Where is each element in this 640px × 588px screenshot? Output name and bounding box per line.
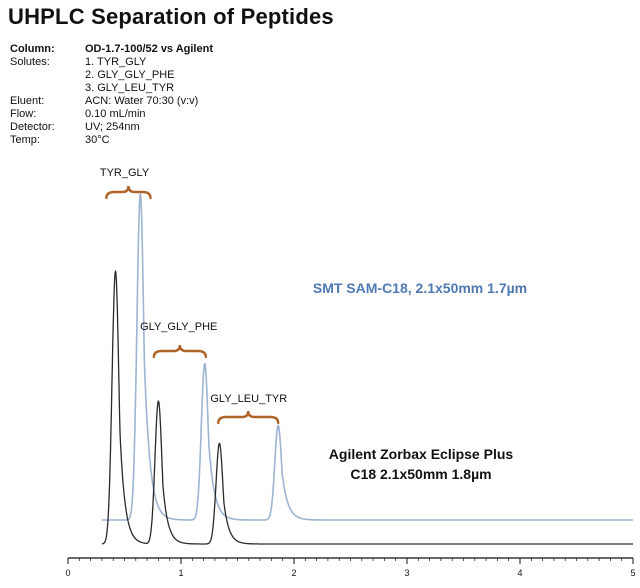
detector-label: Detector:	[10, 121, 55, 133]
detector-value: UV; 254nm	[85, 121, 140, 133]
detector-row: Detector: UV; 254nm	[10, 121, 213, 134]
solutes-row: Solutes: 1. TYR_GLY	[10, 56, 213, 69]
solutes-row-2: 2. GLY_GLY_PHE	[10, 69, 213, 82]
temp-row: Temp: 30°C	[10, 134, 213, 147]
flow-value: 0.10 mL/min	[85, 108, 146, 120]
solute-3: 3. GLY_LEU_TYR	[85, 82, 175, 94]
x-tick-label-1: 1	[178, 568, 183, 578]
flow-label: Flow:	[10, 108, 37, 120]
solute-1: 1. TYR_GLY	[85, 56, 147, 68]
flow-row: Flow: 0.10 mL/min	[10, 108, 213, 121]
compound-label-3: GLY_LEU_TYR	[210, 393, 287, 405]
compound-brace-1	[105, 185, 152, 200]
eluent-value: ACN: Water 70:30 (v:v)	[85, 95, 199, 107]
eluent-row: Eluent: ACN: Water 70:30 (v:v)	[10, 95, 213, 108]
series-label-agilent-2: C18 2.1x50mm 1.8µm	[350, 466, 491, 482]
series-label-smt: SMT SAM-C18, 2.1x50mm 1.7µm	[313, 280, 527, 296]
x-tick-label-0: 0	[65, 568, 70, 578]
x-tick-label-5: 5	[630, 568, 635, 578]
compound-brace-2	[152, 344, 208, 359]
column-row: Column: OD-1.7-100/52 vs Agilent	[10, 43, 213, 56]
x-tick-label-4: 4	[517, 568, 522, 578]
compound-label-2: GLY_GLY_PHE	[140, 321, 217, 333]
compound-label-1: TYR_GLY	[100, 167, 150, 179]
temp-value: 30°C	[85, 134, 110, 146]
series-line-smt	[101, 193, 634, 521]
compound-brace-3	[217, 410, 280, 425]
solutes-label: Solutes:	[10, 56, 50, 68]
solute-2: 2. GLY_GLY_PHE	[85, 69, 175, 81]
column-value: OD-1.7-100/52 vs Agilent	[85, 43, 213, 55]
conditions-block: Column: OD-1.7-100/52 vs Agilent Solutes…	[10, 43, 213, 147]
chart-title: UHPLC Separation of Peptides	[8, 4, 334, 29]
solutes-row-3: 3. GLY_LEU_TYR	[10, 82, 213, 95]
column-label: Column:	[10, 43, 55, 55]
x-tick-label-3: 3	[404, 568, 409, 578]
x-tick-label-2: 2	[291, 568, 296, 578]
temp-label: Temp:	[10, 134, 40, 146]
series-line-agilent	[101, 270, 634, 545]
eluent-label: Eluent:	[10, 95, 45, 107]
series-label-agilent-1: Agilent Zorbax Eclipse Plus	[329, 446, 514, 462]
